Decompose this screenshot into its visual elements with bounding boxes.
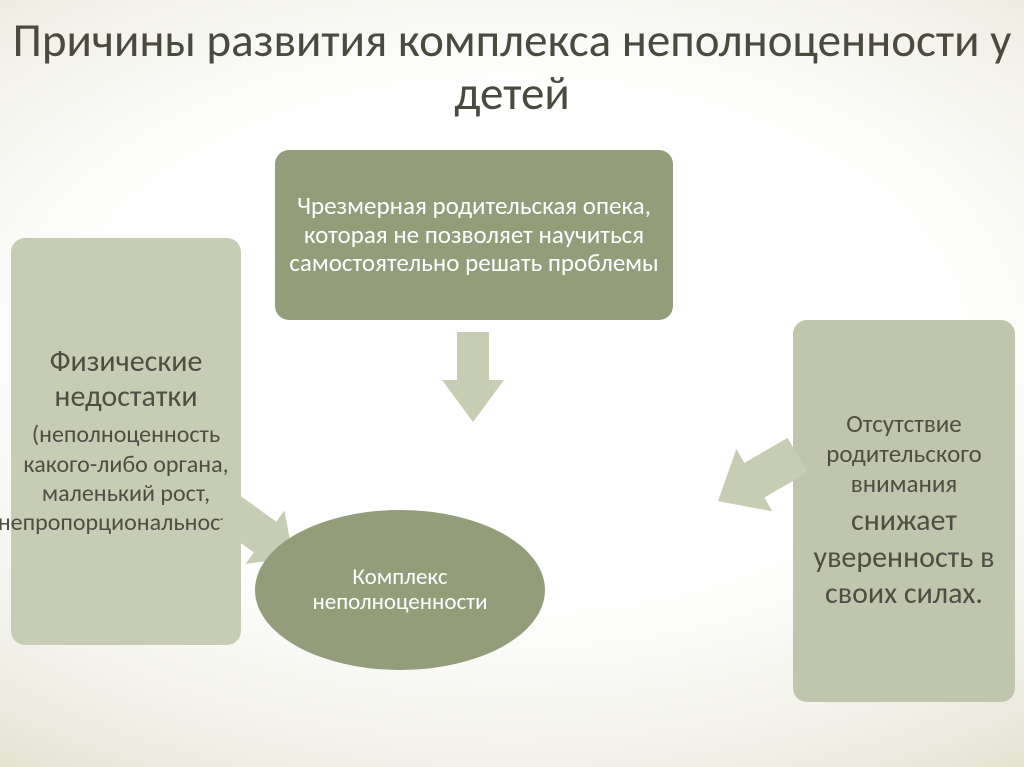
box-right-heading: Отсутствие родительского внимания (803, 409, 1005, 499)
box-left-heading: Физические недостатки (21, 345, 231, 414)
box-left-physical: Физические недостатки (неполноценность к… (11, 238, 241, 645)
box-top-parental-care: Чрезмерная родительская опека, которая н… (275, 150, 673, 320)
box-left-body: (неполноценность какого-либо органа, мал… (0, 420, 254, 537)
box-top-text: Чрезмерная родительская опека, которая н… (285, 192, 663, 278)
box-right-attention: Отсутствие родительского внимания снижае… (793, 320, 1015, 702)
slide-content: Причины развития комплекса неполноценнос… (0, 0, 1024, 767)
ellipse-center-complex: Комплекс неполноценности (255, 510, 545, 670)
box-right-body: снижает уверенность в своих силах. (803, 503, 1005, 613)
slide-title: Причины развития комплекса неполноценнос… (0, 14, 1024, 119)
ellipse-line1: Комплекс (352, 565, 447, 590)
ellipse-line2: неполноценности (312, 590, 487, 615)
